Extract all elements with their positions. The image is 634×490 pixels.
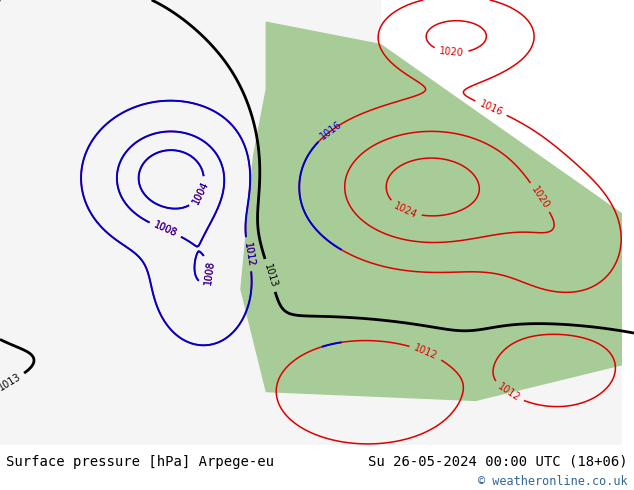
Text: © weatheronline.co.uk: © weatheronline.co.uk (478, 475, 628, 488)
Text: 1016: 1016 (319, 119, 344, 142)
Text: 1008: 1008 (202, 259, 216, 285)
Text: 1008: 1008 (152, 220, 179, 239)
Text: Su 26-05-2024 00:00 UTC (18+06): Su 26-05-2024 00:00 UTC (18+06) (368, 455, 628, 469)
Text: 1013: 1013 (0, 372, 23, 393)
Text: Surface pressure [hPa] Arpege-eu: Surface pressure [hPa] Arpege-eu (6, 455, 275, 469)
Polygon shape (0, 0, 621, 445)
Text: 1004: 1004 (191, 180, 210, 206)
Text: 1012: 1012 (242, 241, 256, 267)
Polygon shape (241, 22, 621, 400)
Text: 1004: 1004 (191, 180, 210, 206)
Text: 1020: 1020 (529, 184, 551, 210)
Text: 1020: 1020 (439, 46, 464, 58)
Text: 1012: 1012 (413, 343, 439, 362)
Text: 1013: 1013 (262, 262, 278, 289)
Text: 1012: 1012 (242, 241, 256, 267)
Text: 1024: 1024 (392, 200, 418, 220)
Text: 1016: 1016 (478, 98, 504, 118)
Text: 1008: 1008 (152, 220, 179, 239)
Text: 1008: 1008 (202, 259, 216, 285)
Text: 1012: 1012 (495, 382, 522, 404)
